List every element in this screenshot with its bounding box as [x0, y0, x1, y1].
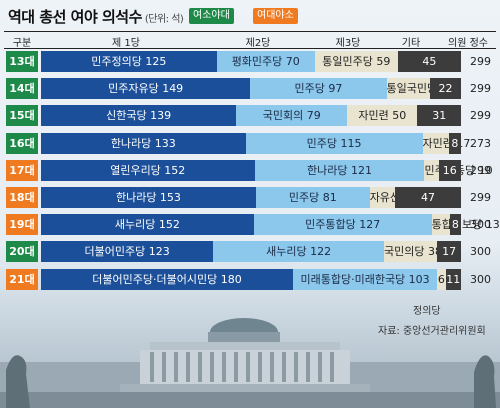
col-party3: 제3당 [335, 38, 361, 49]
era-label: 13대 [6, 51, 38, 72]
era-label: 19대 [6, 214, 38, 236]
chart-row: 13대 민주정의당 125 평화민주당 70 통일민주당 59 45 299 [0, 51, 500, 72]
total-seats: 300 [470, 245, 491, 259]
bar-segment: 자유선진당 18 [369, 187, 438, 208]
total-seats: 299 [470, 55, 491, 68]
bar-segment: 민주노동당 10 [424, 159, 493, 181]
bar-segment: 민주자유당 149 [41, 78, 251, 100]
title-text: 역대 총선 여야 의석수 [8, 8, 142, 26]
era-label: 16대 [6, 132, 38, 154]
col-total: 의원 정수 [448, 38, 488, 49]
bar-segment: 미래통합당·미래한국당 103 [293, 268, 438, 290]
bar-segment: 국민의당 38 [384, 241, 442, 263]
era-label: 14대 [6, 78, 38, 100]
total-seats: 299 [470, 191, 491, 204]
header-bottom-rule [4, 48, 496, 49]
bar-segment: 11 [445, 268, 461, 290]
bar-segment: 평화민주당 70 [216, 51, 315, 72]
unit-label: (단위: 석) [144, 14, 184, 25]
total-seats: 300 [470, 218, 491, 232]
era-label: 17대 [6, 159, 38, 181]
bar-segment: 새누리당 122 [213, 241, 384, 263]
bar-segment: 31 [417, 105, 461, 127]
total-seats: 273 [470, 136, 491, 150]
era-label: 15대 [6, 105, 38, 127]
chart-row: 19대 새누리당 152 민주통합당 127 통합진보당 13 8 300 [0, 214, 500, 236]
bar-segment: 민주당 115 [245, 132, 423, 154]
bar-segment: 신한국당 139 [41, 105, 237, 127]
bar-segment: 민주당 97 [250, 78, 387, 100]
chart-row: 16대 한나라당 133 민주당 115 자민련 17 8 273 [0, 132, 500, 154]
bar-segment: 17 [437, 241, 461, 263]
bar-segment: 47 [394, 187, 461, 208]
legend-ruling: 여소야대 [189, 8, 234, 24]
chart-row: 14대 민주자유당 149 민주당 97 통일국민당 31 22 299 [0, 78, 500, 100]
col-party2: 제2당 [245, 38, 271, 49]
bar-segment: 새누리당 152 [41, 214, 254, 236]
col-party1: 제 1당 [112, 38, 140, 49]
chart-row: 21대 더불어민주당·더불어시민당 180 미래통합당·미래한국당 103 6 11 30… [0, 268, 500, 290]
chart-title: 역대 총선 여야 의석수 (단위: 석) [8, 6, 184, 27]
footnote-label: 정의당 [413, 306, 441, 317]
total-seats: 299 [470, 82, 491, 96]
bar-segment: 16 [438, 159, 461, 181]
era-label: 21대 [6, 268, 38, 290]
bar-segment: 한나라당 121 [254, 159, 425, 181]
chart-row: 20대 더불어민주당 123 새누리당 122 국민의당 38 17 300 [0, 241, 500, 263]
bar-segment: 더불어민주당·더불어시민당 180 [41, 268, 293, 290]
bar-segment: 한나라당 133 [41, 132, 246, 154]
bar-segment: 더불어민주당 123 [41, 241, 214, 263]
era-label: 20대 [6, 241, 38, 263]
bar-segment: 자민련 17 [422, 132, 470, 154]
bar-segment: 열린우리당 152 [41, 159, 255, 181]
col-other: 기타 [401, 38, 421, 49]
bar-segment: 통합진보당 13 [431, 214, 500, 236]
bar-segment: 국민회의 79 [236, 105, 348, 127]
total-seats: 300 [470, 272, 491, 286]
total-seats: 299 [470, 163, 491, 177]
bar-segment: 22 [430, 78, 461, 100]
era-label: 18대 [6, 187, 38, 208]
bar-segment: 민주정의당 125 [41, 51, 217, 72]
chart-row: 15대 신한국당 139 국민회의 79 자민련 50 31 299 [0, 105, 500, 127]
bar-segment: 자민련 50 [347, 105, 418, 127]
total-seats: 299 [470, 109, 491, 123]
bar-segment: 45 [397, 51, 461, 72]
legend-opposition: 여대야소 [253, 8, 298, 24]
national-assembly-illustration [0, 318, 500, 408]
bar-segment: 민주당 81 [255, 187, 370, 208]
bar-segment: 6 [437, 268, 446, 290]
bar-segment: 8 [448, 132, 461, 154]
header-top-rule [4, 31, 496, 32]
bar-segment: 한나라당 153 [41, 187, 256, 208]
bar-segment: 통일국민당 31 [386, 78, 455, 100]
bar-segment: 8 [449, 214, 461, 236]
source-note: 자료: 중앙선거관리위원회 [378, 326, 486, 337]
column-headers: 구분 제 1당 제2당 제3당 기타 의원 정수 [0, 32, 500, 49]
bar-segment: 통일민주당 59 [314, 51, 398, 72]
bar-segment: 민주통합당 127 [253, 214, 432, 236]
col-era: 구분 [12, 38, 32, 49]
